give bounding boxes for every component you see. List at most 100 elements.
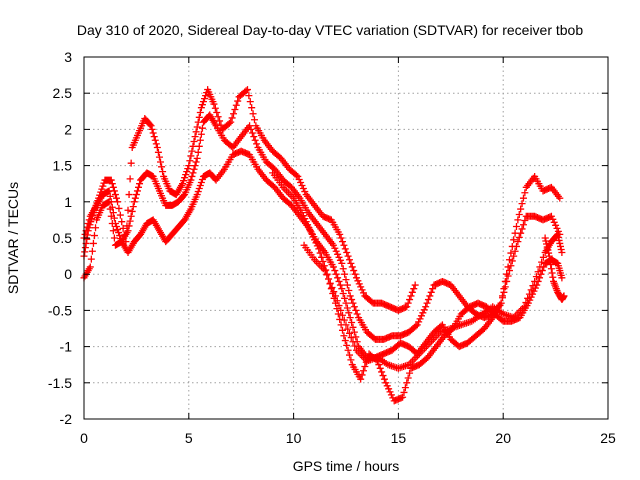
data-point	[346, 314, 354, 322]
data-point	[376, 364, 384, 372]
data-point	[83, 223, 91, 231]
data-point	[341, 337, 349, 345]
data-point	[556, 239, 564, 247]
data-point	[246, 122, 254, 130]
data-point	[196, 136, 204, 144]
data-point	[404, 374, 412, 382]
data-point	[554, 233, 562, 241]
data-point	[202, 92, 210, 100]
data-point	[181, 174, 189, 182]
data-point	[545, 249, 553, 257]
data-point	[379, 372, 387, 380]
data-point	[133, 187, 141, 195]
data-point	[151, 136, 159, 144]
data-point	[408, 288, 416, 296]
data-point	[404, 299, 412, 307]
data-point	[211, 104, 219, 112]
data-point	[195, 113, 203, 121]
data-point	[427, 288, 435, 296]
x-tick-label: 20	[495, 430, 511, 446]
data-point	[556, 194, 564, 202]
data-point	[512, 242, 520, 250]
data-point	[420, 306, 428, 314]
data-point	[331, 267, 339, 275]
data-point	[329, 241, 337, 249]
data-point	[301, 188, 309, 196]
data-point	[338, 285, 346, 293]
data-point	[332, 270, 340, 278]
data-point	[519, 221, 527, 229]
data-point	[201, 95, 209, 103]
data-point	[189, 169, 197, 177]
data-point	[198, 124, 206, 132]
data-point	[538, 258, 546, 266]
data-point	[148, 125, 156, 133]
y-tick-label: 3	[64, 49, 72, 65]
data-point	[386, 388, 394, 396]
data-point	[512, 223, 520, 231]
data-point	[508, 257, 516, 265]
data-point	[109, 227, 117, 235]
data-point	[548, 269, 556, 277]
data-point	[338, 259, 346, 267]
data-point	[344, 252, 352, 260]
data-point	[521, 189, 529, 197]
data-point	[301, 215, 309, 223]
data-point	[511, 247, 519, 255]
data-point	[536, 263, 544, 271]
data-point	[191, 162, 199, 170]
data-point	[106, 192, 114, 200]
data-point	[304, 221, 312, 229]
data-point	[250, 116, 258, 124]
data-point	[134, 183, 142, 191]
x-tick-label: 0	[80, 430, 88, 446]
data-point	[336, 281, 344, 289]
data-point	[186, 157, 194, 165]
data-point	[518, 200, 526, 208]
data-point	[343, 304, 351, 312]
data-point	[294, 172, 302, 180]
data-point	[343, 341, 351, 349]
data-point	[345, 309, 353, 317]
data-point	[558, 274, 566, 282]
data-point	[524, 294, 532, 302]
data-point	[114, 198, 122, 206]
data-point	[115, 229, 123, 237]
data-point	[321, 267, 329, 275]
data-point	[157, 158, 165, 166]
data-point	[341, 245, 349, 253]
data-point	[344, 325, 352, 333]
data-point	[190, 165, 198, 173]
data-point	[549, 273, 557, 281]
x-tick-label: 15	[391, 430, 407, 446]
data-point	[335, 302, 343, 310]
data-point	[328, 283, 336, 291]
data-point	[547, 261, 555, 269]
data-point	[109, 209, 117, 217]
data-point	[515, 233, 523, 241]
data-point	[198, 175, 206, 183]
data-point	[349, 323, 357, 331]
data-point	[544, 246, 552, 254]
data-point	[343, 281, 351, 289]
data-point	[549, 215, 557, 223]
data-point	[347, 334, 355, 342]
data-point	[213, 109, 221, 117]
data-point	[354, 277, 362, 285]
data-point	[108, 180, 116, 188]
data-point	[325, 275, 333, 283]
data-point	[230, 110, 238, 118]
data-point	[195, 142, 203, 150]
data-point	[497, 299, 505, 307]
data-point	[342, 276, 350, 284]
data-point	[248, 129, 256, 137]
data-point	[194, 148, 202, 156]
data-point	[500, 288, 508, 296]
data-point	[403, 303, 411, 311]
data-point	[550, 218, 558, 226]
data-point	[183, 168, 191, 176]
data-point	[542, 237, 550, 245]
data-point	[336, 230, 344, 238]
data-point	[333, 297, 341, 305]
data-point	[426, 292, 434, 300]
